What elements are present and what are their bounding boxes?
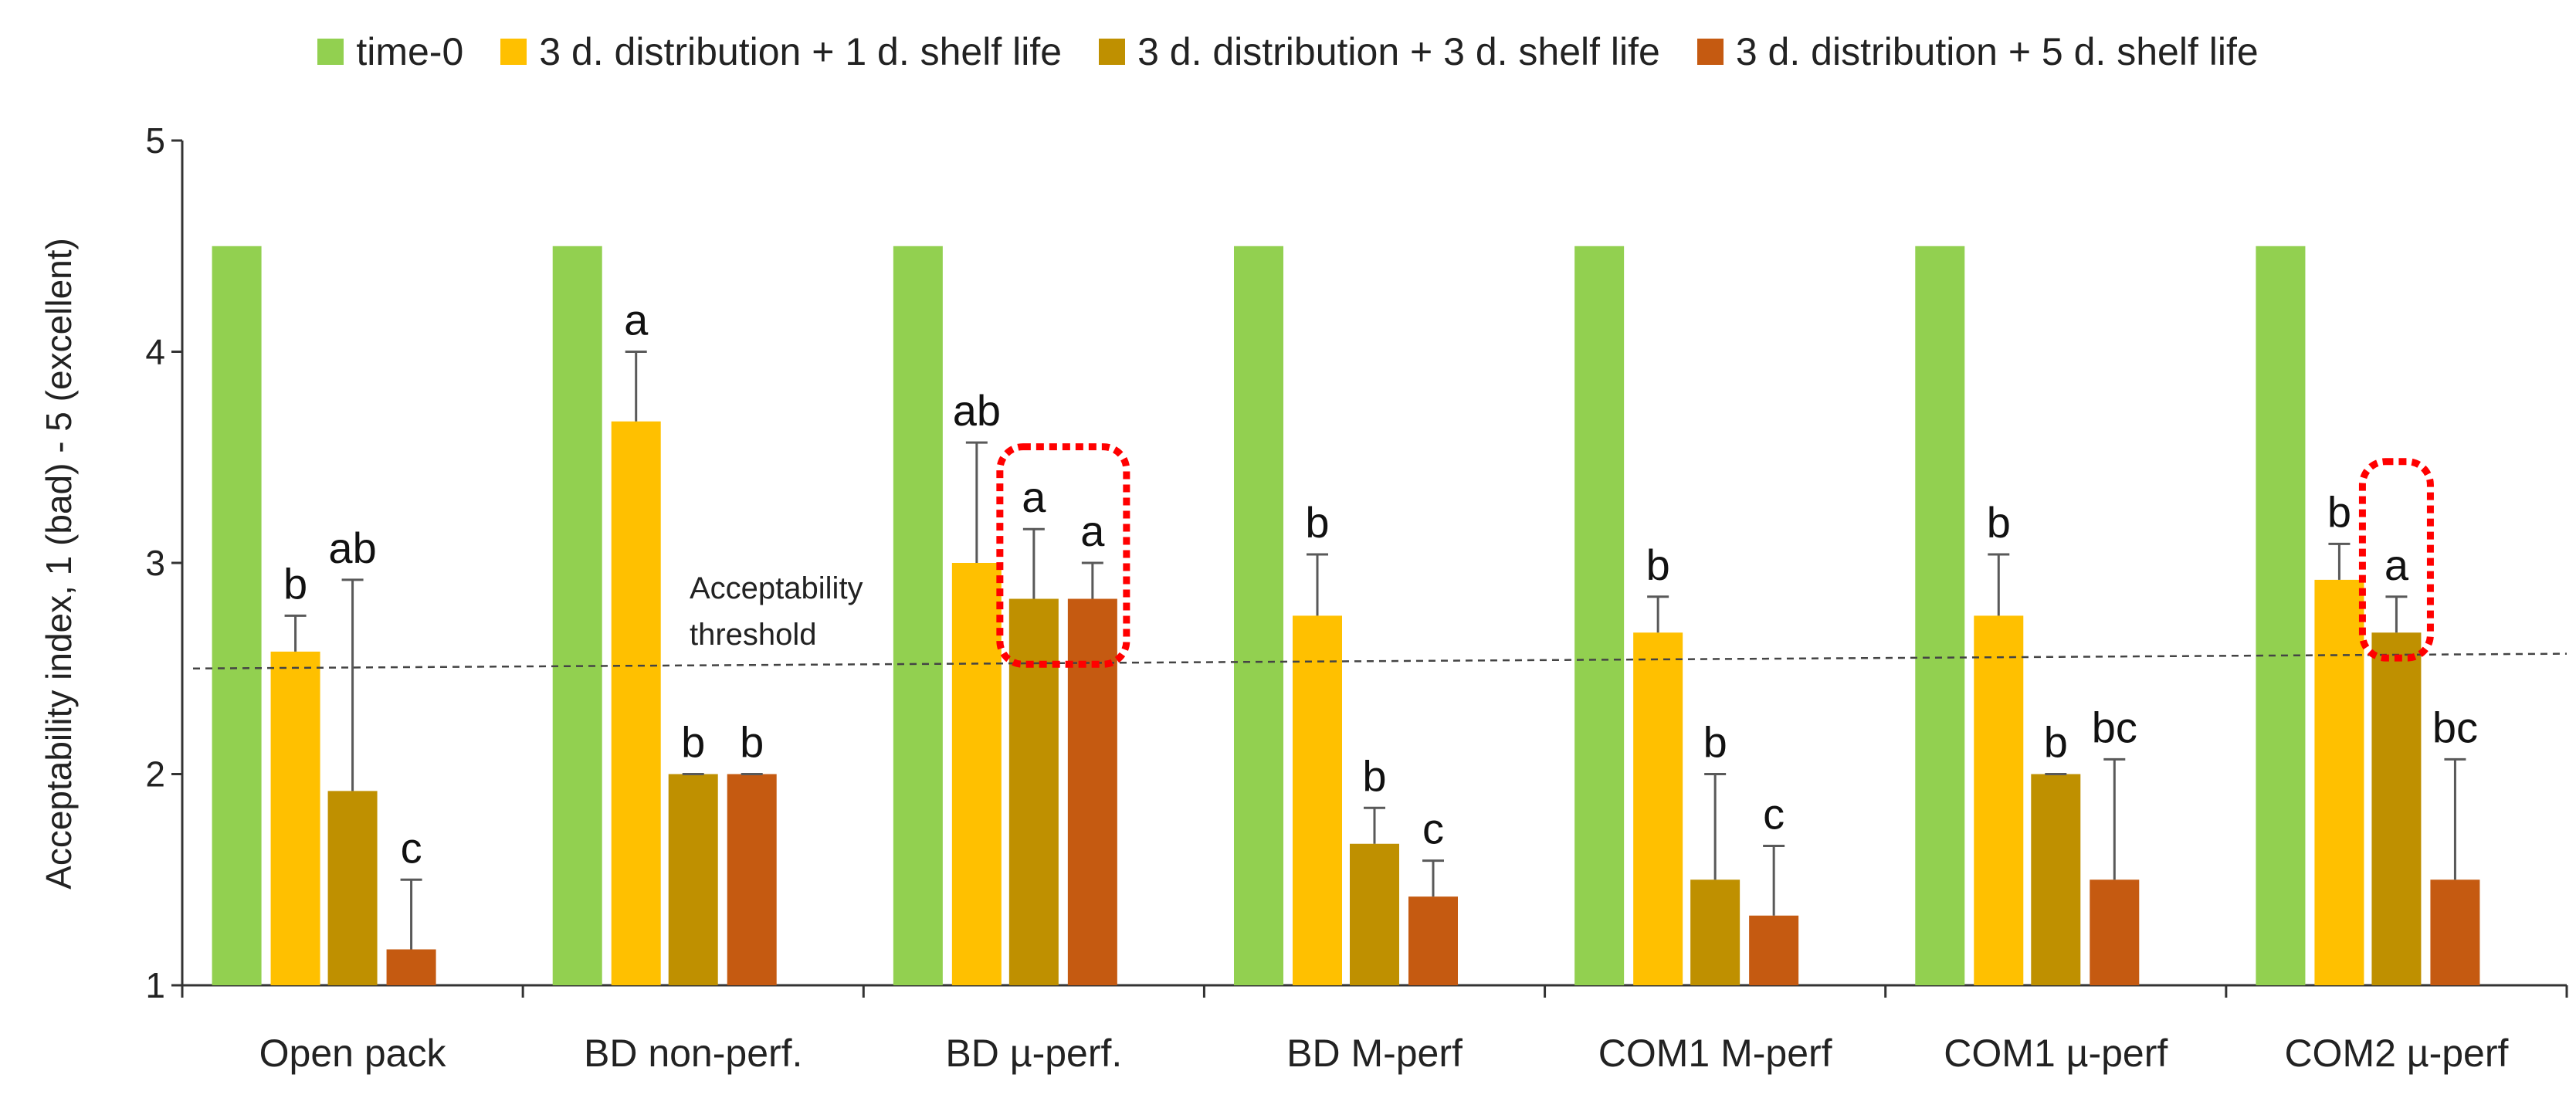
significance-label: a (1080, 507, 1105, 555)
bar (1067, 598, 1117, 985)
y-tick-label: 4 (145, 332, 165, 372)
bar (2256, 246, 2306, 985)
bar (2090, 879, 2140, 985)
legend-swatch (500, 39, 527, 65)
significance-label: b (1362, 751, 1386, 800)
bar (386, 949, 436, 985)
bar (327, 791, 378, 985)
y-axis-label: Acceptability index, 1 (bad) - 5 (excell… (39, 238, 79, 890)
significance-label: ab (328, 524, 376, 572)
significance-label: b (1305, 498, 1329, 547)
significance-label: c (1422, 805, 1444, 853)
bar (1974, 615, 2024, 985)
highlight-box (996, 443, 1130, 668)
chart-legend: time-0 3 d. distribution + 1 d. shelf lif… (0, 29, 2576, 74)
bar (2430, 879, 2480, 985)
bar (893, 246, 943, 985)
x-tick-label: COM1 µ-perf (1944, 1032, 2168, 1075)
y-tick-label: 3 (145, 543, 165, 583)
legend-swatch (1099, 39, 1126, 65)
significance-label: b (1703, 718, 1727, 767)
legend-label: 3 d. distribution + 3 d. shelf life (1137, 30, 1660, 73)
significance-label: b (2327, 487, 2351, 536)
legend-entry: 3 d. distribution + 1 d. shelf life (500, 29, 1062, 74)
bar (212, 246, 262, 985)
x-tick-label: BD µ-perf. (945, 1032, 1122, 1075)
bar (611, 421, 661, 985)
bar (1408, 896, 1458, 985)
bar (727, 774, 777, 985)
legend-entry: 3 d. distribution + 5 d. shelf life (1696, 29, 2259, 74)
significance-label: b (1646, 541, 1670, 589)
significance-label: a (2384, 541, 2409, 589)
bar (668, 774, 718, 985)
significance-label: b (681, 718, 705, 767)
legend-label: time-0 (356, 30, 464, 73)
bar (1915, 246, 1965, 985)
significance-label: bc (2092, 703, 2137, 751)
y-tick-label: 5 (145, 120, 165, 161)
x-tick-label: BD non-perf. (584, 1032, 802, 1075)
significance-label: c (1763, 789, 1785, 838)
significance-label: b (1987, 498, 2011, 547)
y-tick-label: 2 (145, 754, 165, 795)
x-tick-label: BD M-perf (1286, 1032, 1463, 1075)
bar (1234, 246, 1283, 985)
y-tick-label: 1 (145, 965, 165, 1005)
x-tick-label: Open pack (259, 1032, 447, 1075)
significance-label: c (401, 823, 422, 872)
threshold-label: Acceptability (690, 571, 863, 605)
bar (2314, 579, 2364, 985)
legend-entry: 3 d. distribution + 3 d. shelf life (1099, 29, 1660, 74)
bar (1690, 879, 1740, 985)
bar (1293, 615, 1342, 985)
significance-label: a (1022, 473, 1046, 521)
legend-label: 3 d. distribution + 5 d. shelf life (1735, 30, 2259, 73)
bar (1633, 632, 1683, 985)
significance-label: ab (953, 386, 1001, 435)
significance-label: b (2044, 718, 2068, 767)
bar (1008, 598, 1059, 985)
bar (2031, 774, 2081, 985)
bar (1350, 843, 1399, 985)
bar (951, 563, 1002, 985)
significance-label: a (624, 296, 649, 344)
bar (552, 246, 602, 985)
bar (1749, 915, 1799, 985)
highlight-box (2358, 458, 2434, 662)
legend-swatch (1696, 39, 1724, 65)
threshold-label: threshold (690, 618, 817, 652)
legend-swatch (317, 39, 344, 65)
significance-label: bc (2432, 703, 2478, 751)
threshold-line (192, 652, 2568, 669)
significance-label: b (283, 559, 307, 608)
bar (1574, 246, 1625, 985)
legend-entry: time-0 (317, 29, 463, 74)
legend-label: 3 d. distribution + 1 d. shelf life (539, 30, 1063, 73)
bar (2371, 632, 2422, 985)
x-tick-label: COM1 M-perf (1598, 1032, 1832, 1075)
x-tick-label: COM2 µ-perf (2284, 1032, 2508, 1075)
bar (270, 651, 320, 985)
significance-label: b (740, 718, 764, 767)
